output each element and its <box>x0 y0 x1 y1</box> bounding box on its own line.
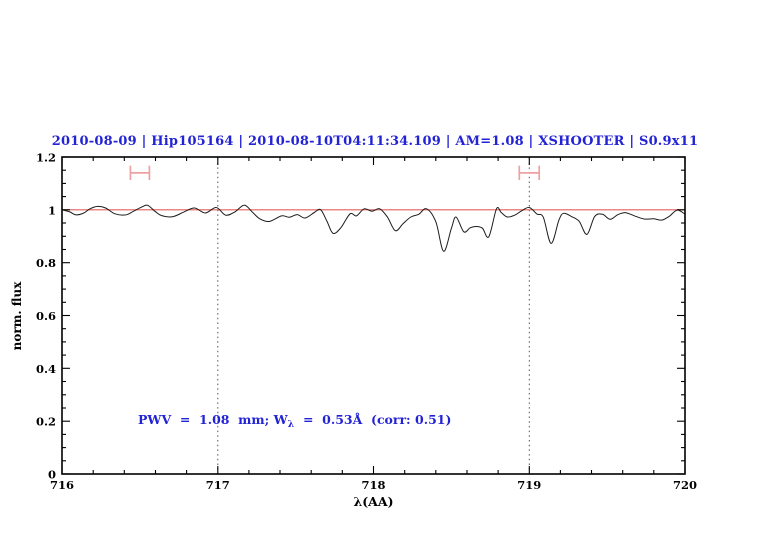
y-axis-label: norm. flux <box>10 281 24 351</box>
y-tick-label: 1.2 <box>36 151 56 165</box>
y-tick-label: 0.6 <box>36 309 56 323</box>
band-marker <box>129 165 151 180</box>
y-tick-label: 0.2 <box>36 415 56 429</box>
band-marker <box>518 165 541 180</box>
x-tick-label: 719 <box>517 478 541 492</box>
plot-title: 2010-08-09 | Hip105164 | 2010-08-10T04:1… <box>51 134 699 149</box>
x-tick-label: 717 <box>206 478 230 492</box>
y-tick-label: 0.4 <box>36 362 56 376</box>
x-tick-label: 718 <box>361 478 385 492</box>
x-axis-label: λ(AA) <box>353 494 394 509</box>
x-tick-label: 720 <box>673 478 697 492</box>
annotation-prefix: PWV = 1.08 mm; W <box>138 412 288 427</box>
annotation-lambda-subscript: λ <box>287 419 295 430</box>
pwv-annotation: PWV = 1.08 mm; Wλ = 0.53Å (corr: 0.51) <box>138 412 451 430</box>
annotation-suffix: = 0.53Å (corr: 0.51) <box>294 412 452 427</box>
y-tick-label: 0 <box>48 468 56 482</box>
plot-frame <box>61 156 686 475</box>
y-tick-label: 1 <box>48 203 56 217</box>
spectrum-line <box>61 204 686 252</box>
x-tick-label: 716 <box>50 478 74 492</box>
y-tick-label: 0.8 <box>36 256 56 270</box>
